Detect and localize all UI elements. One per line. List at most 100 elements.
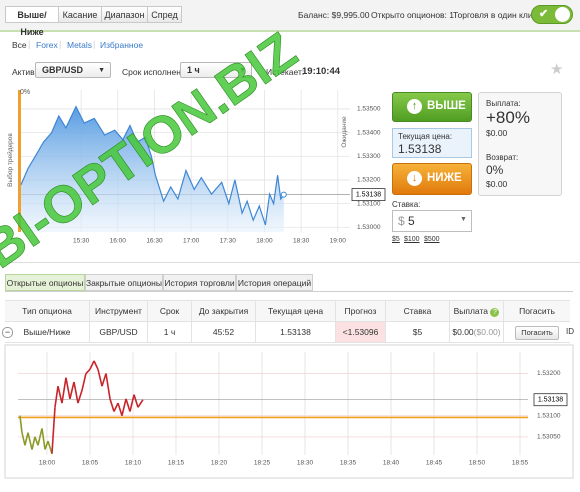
price-segment <box>34 436 39 446</box>
history-tab[interactable]: История операций <box>236 274 313 291</box>
price-segment <box>105 373 111 399</box>
row-border <box>5 342 570 343</box>
price-segment <box>125 398 131 412</box>
x-tick-label: 18:35 <box>340 460 357 467</box>
quick-stake[interactable]: $100 <box>404 236 420 243</box>
column-header: Ставка <box>386 300 450 322</box>
price-segment <box>37 428 43 446</box>
last-point <box>280 191 287 198</box>
quick-stake[interactable]: $500 <box>424 236 440 243</box>
traders-bar <box>18 90 21 232</box>
current-price-box: Текущая цена: 1.53138 <box>392 128 472 158</box>
id-column: ID <box>566 327 574 336</box>
y-tick-label: 1.53400 <box>357 129 381 136</box>
x-tick-label: 18:40 <box>383 460 400 467</box>
column-header: Прогноз <box>336 300 386 322</box>
separator: | <box>28 39 31 49</box>
help-icon[interactable]: ? <box>490 308 500 317</box>
filter[interactable]: Избранное <box>100 40 144 50</box>
down-label: НИЖЕ <box>427 172 462 184</box>
price-segment <box>19 415 23 433</box>
close-button[interactable]: Погасить <box>515 326 559 340</box>
table-header <box>5 300 570 322</box>
current-price: 1.53138 <box>398 142 442 156</box>
price-segment <box>109 398 115 412</box>
refund-label: Возврат: <box>486 153 519 162</box>
history-tab[interactable]: Открытые опционы <box>5 274 85 291</box>
y-tick-label: 1.53000 <box>357 224 381 231</box>
y-tick-label: 1.53050 <box>537 434 561 441</box>
one-click-label: Торговля в один клик: <box>453 10 539 20</box>
x-tick-label: 18:00 <box>256 238 273 245</box>
expires: 19:10:44 <box>302 66 341 77</box>
price-segment <box>65 377 71 400</box>
asset: GBP/USD <box>42 65 84 75</box>
filter[interactable]: Все <box>12 40 27 50</box>
down-button[interactable]: ↓ НИЖЕ <box>392 163 472 195</box>
cell: GBP/USD <box>90 322 148 342</box>
up-button[interactable]: ↑ ВЫШЕ <box>392 92 472 122</box>
x-tick-label: 17:00 <box>183 238 200 245</box>
y-tick-label: 1.53200 <box>537 370 561 377</box>
tab[interactable]: Выше/Ниже <box>5 6 59 37</box>
tab[interactable]: Спред <box>147 6 182 23</box>
quick-stake[interactable]: $5 <box>392 236 400 243</box>
expiry-select[interactable]: 1 ч ▼ <box>180 62 252 78</box>
favorite-star[interactable]: ★ <box>550 61 564 78</box>
x-tick-label: 18:05 <box>82 460 99 467</box>
price-segment <box>44 440 49 450</box>
price-segment <box>27 432 33 450</box>
collapse-toggle[interactable]: − <box>2 327 13 338</box>
expiry: 1 ч <box>187 65 200 75</box>
toggle-knob <box>555 7 570 22</box>
separator: | <box>93 39 96 49</box>
price-segment <box>51 407 56 454</box>
filter[interactable]: Forex <box>36 40 58 50</box>
traders-value: 0% <box>20 89 30 96</box>
asset-select[interactable]: GBP/USD ▼ <box>35 62 111 78</box>
x-tick-label: 18:50 <box>469 460 486 467</box>
column-header: До закрытия <box>192 300 256 322</box>
current-price-label: Текущая цена: <box>398 132 453 141</box>
price-segment <box>61 377 67 404</box>
asset-label: Актив: <box>12 67 38 77</box>
x-tick-label: 18:20 <box>211 460 228 467</box>
history-tab[interactable]: Закрытые опционы <box>85 274 163 291</box>
y-tick-label: 1.53100 <box>357 200 381 207</box>
current-price-box <box>351 188 386 202</box>
price-segment <box>117 402 123 416</box>
refund-amount: $0.00 <box>486 179 508 189</box>
expires-label: Истекает: <box>266 67 305 77</box>
dropdown-arrow: ▼ <box>98 67 105 74</box>
x-tick-label: 18:10 <box>125 460 142 467</box>
stake-input[interactable]: $ 5 ▼ <box>392 210 472 232</box>
price-segment <box>57 386 63 404</box>
x-tick-label: 16:00 <box>110 238 127 245</box>
y-tick-label: 1.53100 <box>537 412 561 419</box>
dropdown-arrow: ▼ <box>460 216 467 223</box>
cell: Погасить <box>504 322 570 342</box>
open-options: Открыто опционов: 1 <box>371 10 455 20</box>
x-tick-label: 18:30 <box>297 460 314 467</box>
x-tick-label: 18:25 <box>254 460 271 467</box>
payout-box: Выплата: +80% $0.00 Возврат: 0% $0.00 <box>478 92 562 196</box>
history-tab[interactable]: История торговли <box>163 274 236 291</box>
refund: 0% <box>486 163 504 177</box>
tab[interactable]: Диапазон <box>101 6 148 23</box>
payout-amount: $0.00 <box>486 128 508 138</box>
stake-label: Ставка: <box>392 200 421 209</box>
tab[interactable]: Касание <box>58 6 102 23</box>
payout-value: $0.00 <box>452 327 474 337</box>
price-line <box>20 105 285 226</box>
divider <box>0 262 580 263</box>
price-segment <box>93 360 99 370</box>
current-price-box <box>533 393 568 407</box>
price-segment <box>121 398 127 416</box>
filter[interactable]: Metals <box>67 40 93 50</box>
one-click-toggle[interactable]: ✔ <box>531 5 573 24</box>
y-tick-label: 1.53200 <box>357 177 381 184</box>
price-segment <box>77 390 83 404</box>
x-tick-label: 17:30 <box>220 238 237 245</box>
expiry-label: Срок исполнения: <box>122 67 193 77</box>
